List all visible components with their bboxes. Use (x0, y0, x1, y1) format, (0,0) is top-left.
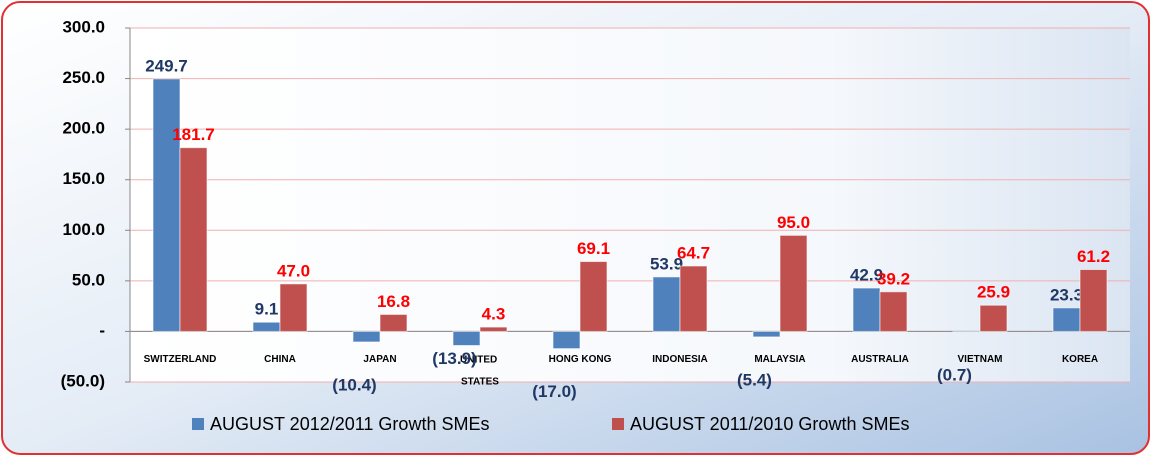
x-tick-label: HONG KONG (549, 354, 612, 365)
bar (279, 283, 308, 332)
bar (179, 147, 208, 332)
x-tick-label: VIETNAM (958, 354, 1003, 365)
legend-swatch (612, 418, 624, 430)
x-tick-label: KOREA (1062, 354, 1098, 365)
bar (679, 265, 708, 332)
data-label: 249.7 (145, 56, 188, 75)
bar (652, 276, 681, 332)
y-tick-label: 50.0 (72, 270, 105, 289)
x-tick-label: AUSTRALIA (851, 354, 909, 365)
bar (1079, 269, 1108, 332)
data-label: (17.0) (532, 382, 576, 401)
bar (852, 287, 881, 332)
bar (152, 78, 181, 332)
bar (879, 291, 908, 332)
data-label: 42.9 (850, 266, 883, 285)
bar (552, 330, 581, 350)
x-tick-label: MALAYSIA (754, 354, 805, 365)
bar (252, 321, 281, 332)
bar (952, 330, 981, 333)
data-label: (10.4) (332, 375, 376, 394)
legend-item: AUGUST 2012/2011 Growth SMEs (192, 414, 489, 434)
data-label: 69.1 (577, 239, 610, 258)
bar (779, 234, 808, 332)
legend-label: AUGUST 2011/2010 Growth SMEs (630, 414, 909, 434)
y-tick-label: 100.0 (62, 220, 105, 239)
y-tick-label: 300.0 (62, 17, 105, 36)
data-label: 64.7 (677, 243, 710, 262)
data-label: 16.8 (377, 292, 410, 311)
bar (1052, 307, 1081, 332)
y-tick-label: 150.0 (62, 169, 105, 188)
data-label: 95.0 (777, 213, 810, 232)
bar (379, 313, 408, 332)
data-label: 9.1 (255, 300, 279, 319)
data-label: 39.2 (877, 269, 910, 288)
data-label: 25.9 (977, 283, 1010, 302)
legend-label: AUGUST 2012/2011 Growth SMEs (210, 414, 489, 434)
x-tick-label: JAPAN (363, 354, 396, 365)
y-tick-label: - (99, 321, 105, 340)
legend-item: AUGUST 2011/2010 Growth SMEs (612, 414, 909, 434)
data-label: 181.7 (172, 125, 215, 144)
x-tick-label: CHINA (264, 354, 296, 365)
y-tick-label: 200.0 (62, 119, 105, 138)
bar (352, 330, 381, 343)
y-tick-label: 250.0 (62, 68, 105, 87)
y-tick-label: (50.0) (61, 371, 105, 390)
data-label: (0.7) (937, 366, 972, 385)
bar (979, 304, 1008, 332)
x-tick-label: SWITZERLAND (144, 354, 217, 365)
data-label: 53.9 (650, 254, 683, 273)
bar (479, 326, 508, 332)
data-label: 47.0 (277, 261, 310, 280)
bar (452, 330, 481, 346)
x-tick-label: UNITED STATES (460, 354, 500, 387)
x-tick-label: INDONESIA (652, 354, 708, 365)
data-label: (5.4) (737, 370, 772, 389)
legend-swatch (192, 418, 204, 430)
bar (579, 261, 608, 332)
data-label: 23.3 (1050, 285, 1083, 304)
bar (752, 330, 781, 338)
data-label: (13.9) (432, 349, 476, 368)
data-label: 61.2 (1077, 247, 1110, 266)
data-label: 4.3 (482, 305, 506, 324)
